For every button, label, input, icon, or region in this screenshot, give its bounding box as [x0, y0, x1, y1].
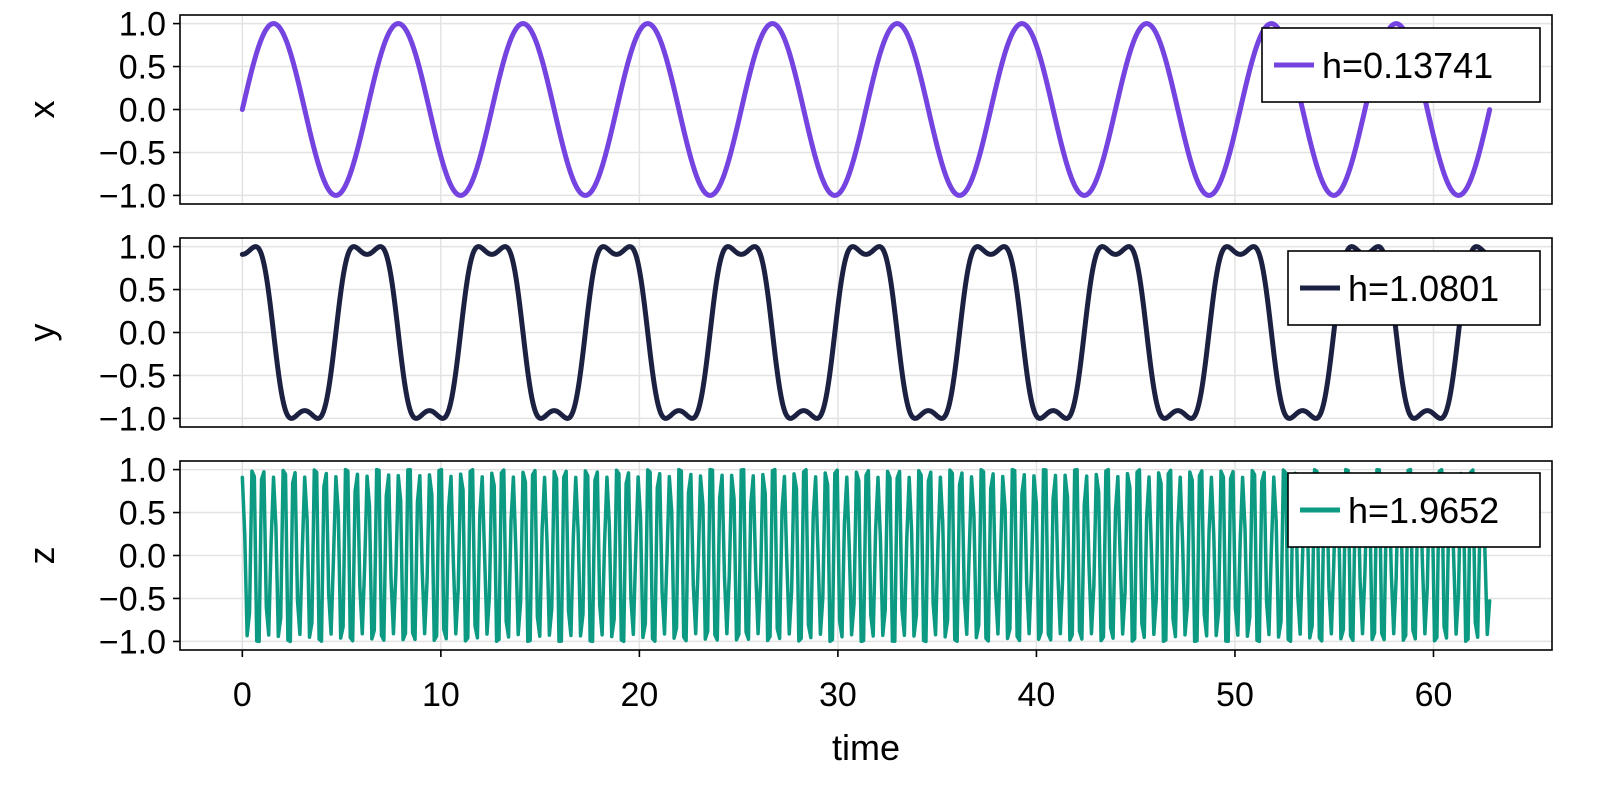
panel-z-y-axis-label: z	[21, 547, 62, 565]
panel-x: 1.0 0.5 0.0 −0.5 −1.0 x h=0.13741	[21, 6, 1553, 215]
y-tick-label: 1.0	[119, 6, 166, 44]
panel-z-legend: h=1.9652	[1287, 472, 1541, 548]
y-tick-label: 0.5	[119, 495, 166, 533]
panel-x-y-axis-label: x	[21, 101, 62, 119]
x-tick-label: 10	[422, 676, 460, 714]
x-tick-label: 0	[233, 676, 252, 714]
panel-y-series-layer	[239, 244, 1493, 421]
panel-z-series-layer	[240, 467, 1492, 644]
y-tick-label: 0.5	[119, 49, 166, 87]
y-tick-label: −1.0	[99, 623, 166, 661]
panel-x-y-axis: 1.0 0.5 0.0 −0.5 −1.0	[99, 6, 180, 215]
panel-y: 1.0 0.5 0.0 −0.5 −1.0 y h=1.0801	[21, 229, 1553, 438]
x-axis-label: time	[832, 727, 900, 768]
y-tick-label: −1.0	[99, 177, 166, 215]
panel-z-y-axis: 1.0 0.5 0.0 −0.5 −1.0	[99, 452, 180, 661]
panel-y-y-axis: 1.0 0.5 0.0 −0.5 −1.0	[99, 229, 180, 438]
panel-z: 1.0 0.5 0.0 −0.5 −1.0 0 10 20 30 40 50 60 z time h…	[21, 452, 1553, 768]
y-tick-label: −1.0	[99, 400, 166, 438]
panel-x-legend-label: h=0.13741	[1322, 45, 1493, 86]
series-line-z	[240, 467, 1492, 644]
y-tick-label: 0.0	[119, 538, 166, 576]
x-tick-label: 20	[620, 676, 658, 714]
x-tick-label: 30	[819, 676, 857, 714]
y-tick-label: −0.5	[99, 134, 166, 172]
y-tick-label: 0.0	[119, 315, 166, 353]
y-tick-label: −0.5	[99, 580, 166, 618]
x-tick-label: 50	[1216, 676, 1254, 714]
series-line-y	[239, 244, 1493, 421]
y-tick-label: 0.5	[119, 272, 166, 310]
panel-y-legend-label: h=1.0801	[1348, 268, 1499, 309]
y-tick-label: 1.0	[119, 452, 166, 490]
panel-x-legend: h=0.13741	[1261, 27, 1541, 103]
y-tick-label: 0.0	[119, 92, 166, 130]
y-tick-label: −0.5	[99, 357, 166, 395]
panel-z-legend-label: h=1.9652	[1348, 490, 1499, 531]
y-tick-label: 1.0	[119, 229, 166, 267]
panel-z-x-axis: 0 10 20 30 40 50 60	[233, 650, 1453, 714]
panel-y-y-axis-label: y	[21, 324, 62, 342]
x-tick-label: 60	[1415, 676, 1453, 714]
x-tick-label: 40	[1018, 676, 1056, 714]
panel-y-legend: h=1.0801	[1287, 250, 1541, 326]
